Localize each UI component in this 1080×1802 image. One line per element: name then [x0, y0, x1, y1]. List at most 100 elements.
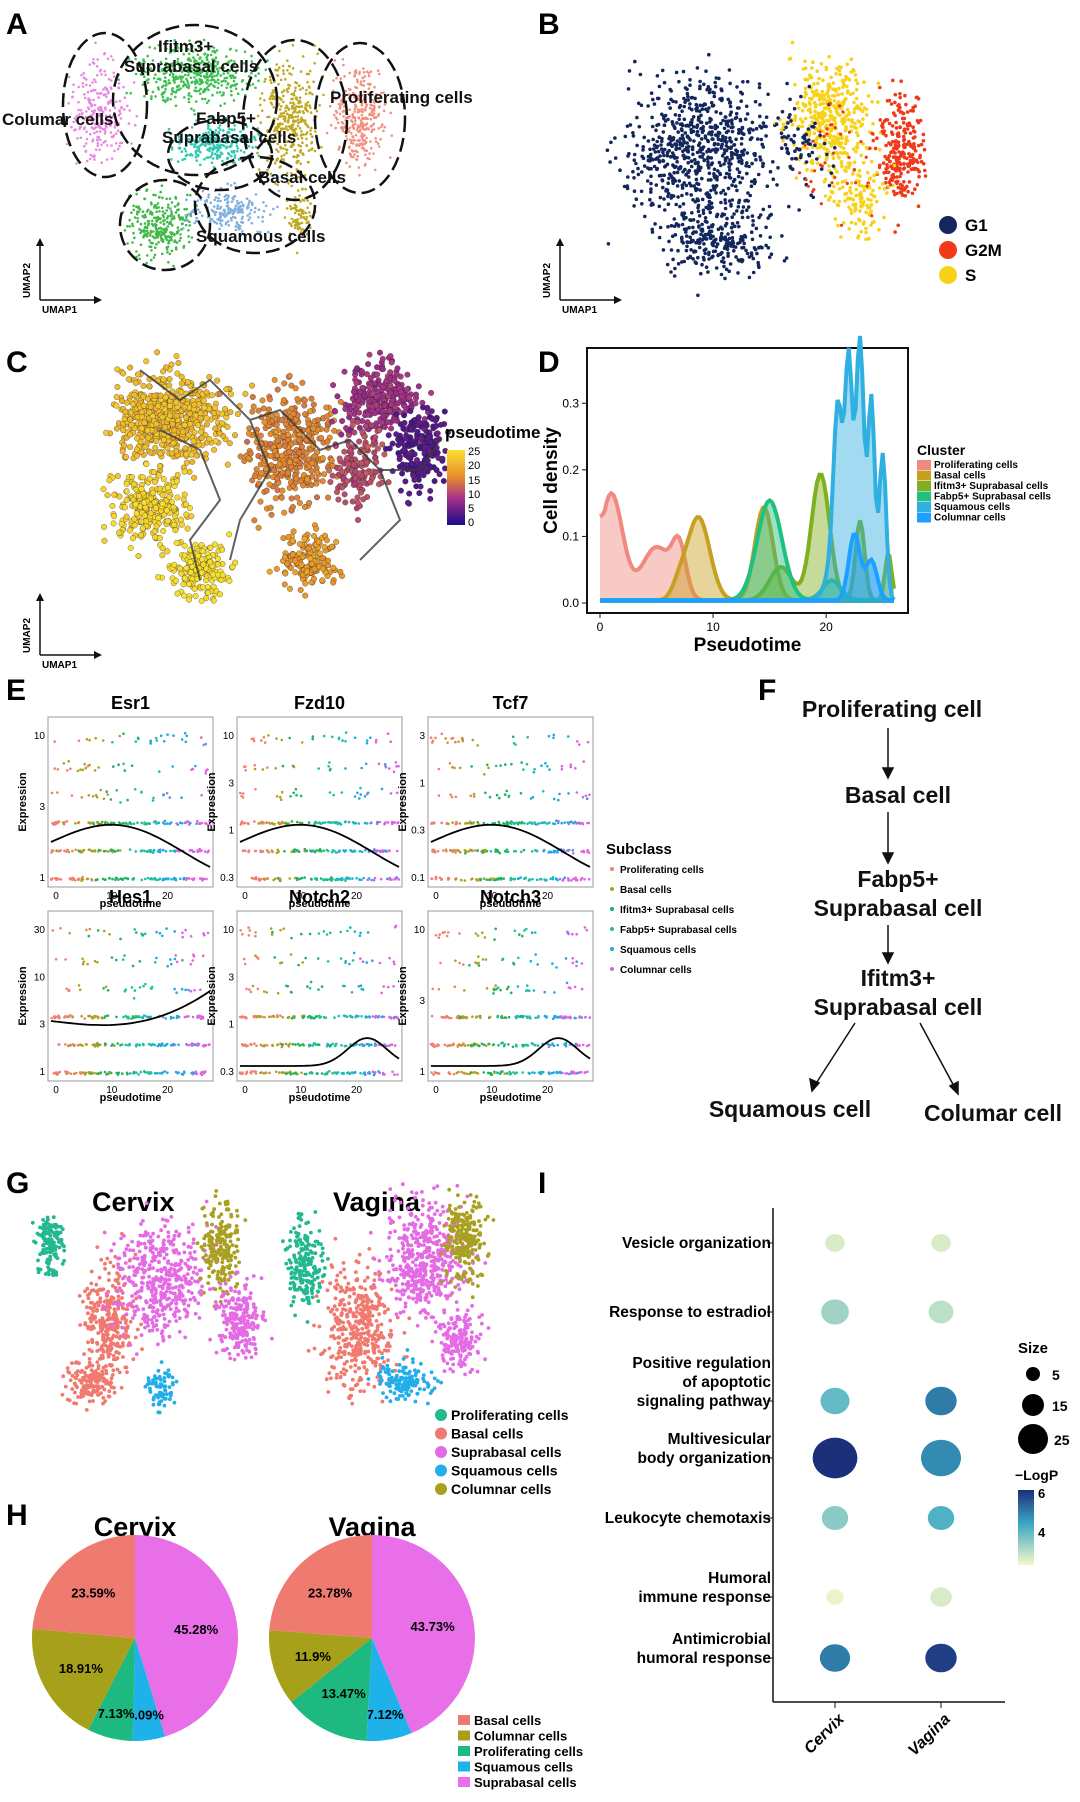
- cell-dot: [289, 207, 293, 211]
- cell-dot: [163, 364, 169, 371]
- cell-dot: [305, 144, 308, 147]
- cell-dot: [154, 194, 157, 197]
- cell-dot: [864, 155, 868, 159]
- cell-dot: [71, 96, 74, 99]
- cell-dot: [148, 245, 151, 248]
- cell-dot: [300, 133, 304, 136]
- cell-dot: [206, 148, 209, 152]
- cell-dot: [213, 85, 216, 88]
- cell-dot: [707, 250, 711, 255]
- cell-dot: [159, 500, 166, 507]
- cell-dot: [887, 121, 892, 126]
- cell-dot: [910, 159, 915, 163]
- cell-dot: [698, 84, 702, 89]
- cell-dot: [119, 117, 123, 120]
- cell-dot: [133, 216, 137, 219]
- cell-dot: [760, 245, 764, 250]
- cell-dot: [150, 203, 153, 206]
- cell-dot: [176, 226, 180, 229]
- cell-dot: [377, 127, 381, 130]
- cell-dot: [724, 130, 729, 135]
- cell-dot: [120, 105, 123, 109]
- cell-dot: [164, 484, 171, 491]
- cell-dot: [132, 501, 139, 508]
- cell-dot: [893, 92, 898, 97]
- cell-dot: [338, 145, 341, 149]
- cell-dot: [691, 231, 695, 236]
- cell-dot: [724, 119, 728, 124]
- cell-dot: [307, 211, 311, 214]
- cell-dot: [146, 81, 150, 85]
- cell-dot: [216, 207, 219, 210]
- cell-dot: [819, 111, 823, 116]
- cell-dot: [130, 481, 137, 488]
- cell-dot: [121, 504, 128, 511]
- cell-dot: [105, 95, 108, 98]
- cell-dot: [173, 205, 177, 208]
- cell-dot: [683, 131, 688, 135]
- cell-dot: [153, 504, 159, 511]
- cell-dot: [100, 161, 103, 164]
- cell-dot: [195, 159, 199, 162]
- cell-dot: [194, 156, 197, 159]
- cell-dot: [846, 161, 851, 166]
- cell-dot: [689, 121, 693, 126]
- cell-dot: [743, 117, 748, 121]
- cell-dot: [764, 115, 769, 119]
- cell-dot: [193, 82, 197, 86]
- cell-dot: [824, 157, 828, 162]
- cell-dot: [166, 225, 170, 228]
- cell-dot: [851, 197, 855, 202]
- cell-dot: [840, 164, 844, 169]
- cell-dot: [808, 107, 812, 111]
- cell-dot: [632, 176, 636, 180]
- cell-dot: [257, 208, 261, 211]
- cell-dot: [733, 224, 737, 229]
- cell-dot: [685, 240, 689, 244]
- cell-dot: [695, 66, 700, 70]
- cell-dot: [351, 150, 355, 153]
- cell-dot: [212, 220, 216, 223]
- cell-dot: [669, 143, 674, 147]
- cell-dot: [813, 109, 817, 114]
- cell-dot: [761, 121, 766, 125]
- cell-dot: [723, 206, 728, 211]
- cell-dot: [743, 235, 748, 239]
- cell-dot: [192, 109, 196, 112]
- cell-dot: [821, 78, 825, 82]
- cell-dot: [736, 271, 740, 275]
- cell-dot: [304, 187, 307, 191]
- cell-dot: [84, 115, 88, 119]
- cell-dot: [104, 73, 107, 77]
- cell-dot: [151, 224, 155, 227]
- cell-dot: [898, 95, 902, 100]
- cell-dot: [106, 92, 110, 95]
- cell-dot: [229, 216, 233, 220]
- cell-dot: [901, 134, 906, 139]
- cell-dot: [737, 259, 742, 263]
- cell-dot: [241, 88, 244, 91]
- cell-dot: [839, 223, 844, 227]
- cell-dot: [173, 412, 180, 419]
- cell-dot: [353, 110, 357, 113]
- cell-dot: [298, 109, 302, 113]
- cell-dot: [691, 225, 695, 230]
- cell-dot: [825, 123, 829, 128]
- cell-dot: [738, 180, 742, 185]
- cell-dot: [688, 218, 692, 222]
- cell-dot: [104, 107, 107, 110]
- cell-dot: [127, 431, 134, 438]
- cell-dot: [212, 404, 218, 411]
- cell-dot: [159, 221, 162, 224]
- cell-dot: [262, 201, 265, 204]
- cell-dot: [912, 167, 916, 172]
- cell-dot: [759, 126, 764, 130]
- cell-dot: [646, 104, 650, 108]
- cell-dot: [291, 104, 294, 108]
- cell-dot: [203, 157, 206, 161]
- cell-dot: [309, 111, 313, 114]
- cell-dot: [235, 49, 238, 52]
- cell-dot: [677, 79, 681, 84]
- cell-dot: [740, 209, 745, 214]
- cell-dot: [116, 147, 120, 151]
